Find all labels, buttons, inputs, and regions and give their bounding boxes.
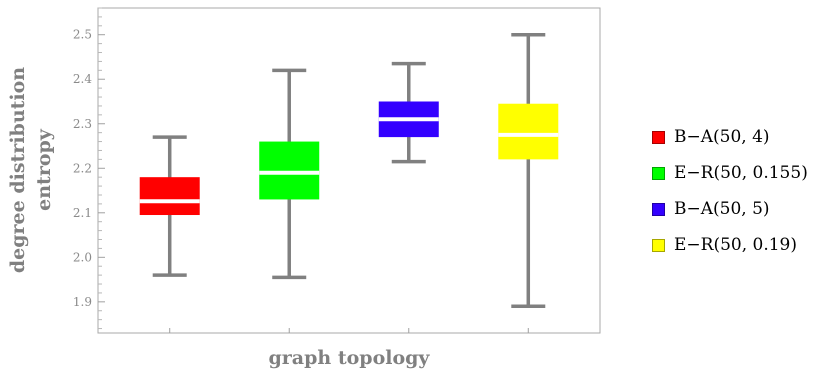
box-body <box>139 177 200 216</box>
y-tick-label: 1.9 <box>73 295 92 309</box>
legend-swatch <box>652 166 665 180</box>
y-tick-label: 2.4 <box>73 72 92 86</box>
y-tick-label: 2.1 <box>73 206 92 220</box>
x-axis-title: graph topology <box>269 347 431 369</box>
legend-item: E−R(50, 0.19) <box>652 231 808 259</box>
box-body <box>259 141 320 200</box>
y-axis-title-line-1: degree distribution <box>7 67 29 273</box>
box-3 <box>378 61 439 164</box>
y-axis: 1.9 2.0 2.1 2.2 2.3 2.4 2.5 <box>73 7 105 330</box>
box-2 <box>259 68 320 280</box>
y-tick-label: 2.2 <box>73 161 92 175</box>
legend-label: E−R(50, 0.19) <box>674 235 798 255</box>
x-axis <box>169 328 529 333</box>
legend-item: B−A(50, 4) <box>652 123 808 151</box>
y-tick-label: 2.3 <box>73 117 92 131</box>
y-tick-label: 2.0 <box>73 250 92 264</box>
legend-item: E−R(50, 0.155) <box>652 159 808 187</box>
box-4 <box>498 32 559 309</box>
legend-label: B−A(50, 4) <box>674 127 770 147</box>
legend-swatch <box>652 202 665 216</box>
plot-frame <box>97 7 601 334</box>
legend-label: B−A(50, 5) <box>674 199 770 219</box>
legend-swatch <box>652 130 665 144</box>
legend: B−A(50, 4) E−R(50, 0.155) B−A(50, 5) E−R… <box>652 123 808 267</box>
legend-item: B−A(50, 5) <box>652 195 808 223</box>
box-1 <box>139 135 200 277</box>
y-tick-label: 2.5 <box>73 28 92 42</box>
y-axis-title-line-2: entropy <box>33 128 55 211</box>
legend-swatch <box>652 238 665 252</box>
boxes <box>139 32 559 309</box>
legend-label: E−R(50, 0.155) <box>674 163 808 183</box>
box-body <box>498 103 559 160</box>
